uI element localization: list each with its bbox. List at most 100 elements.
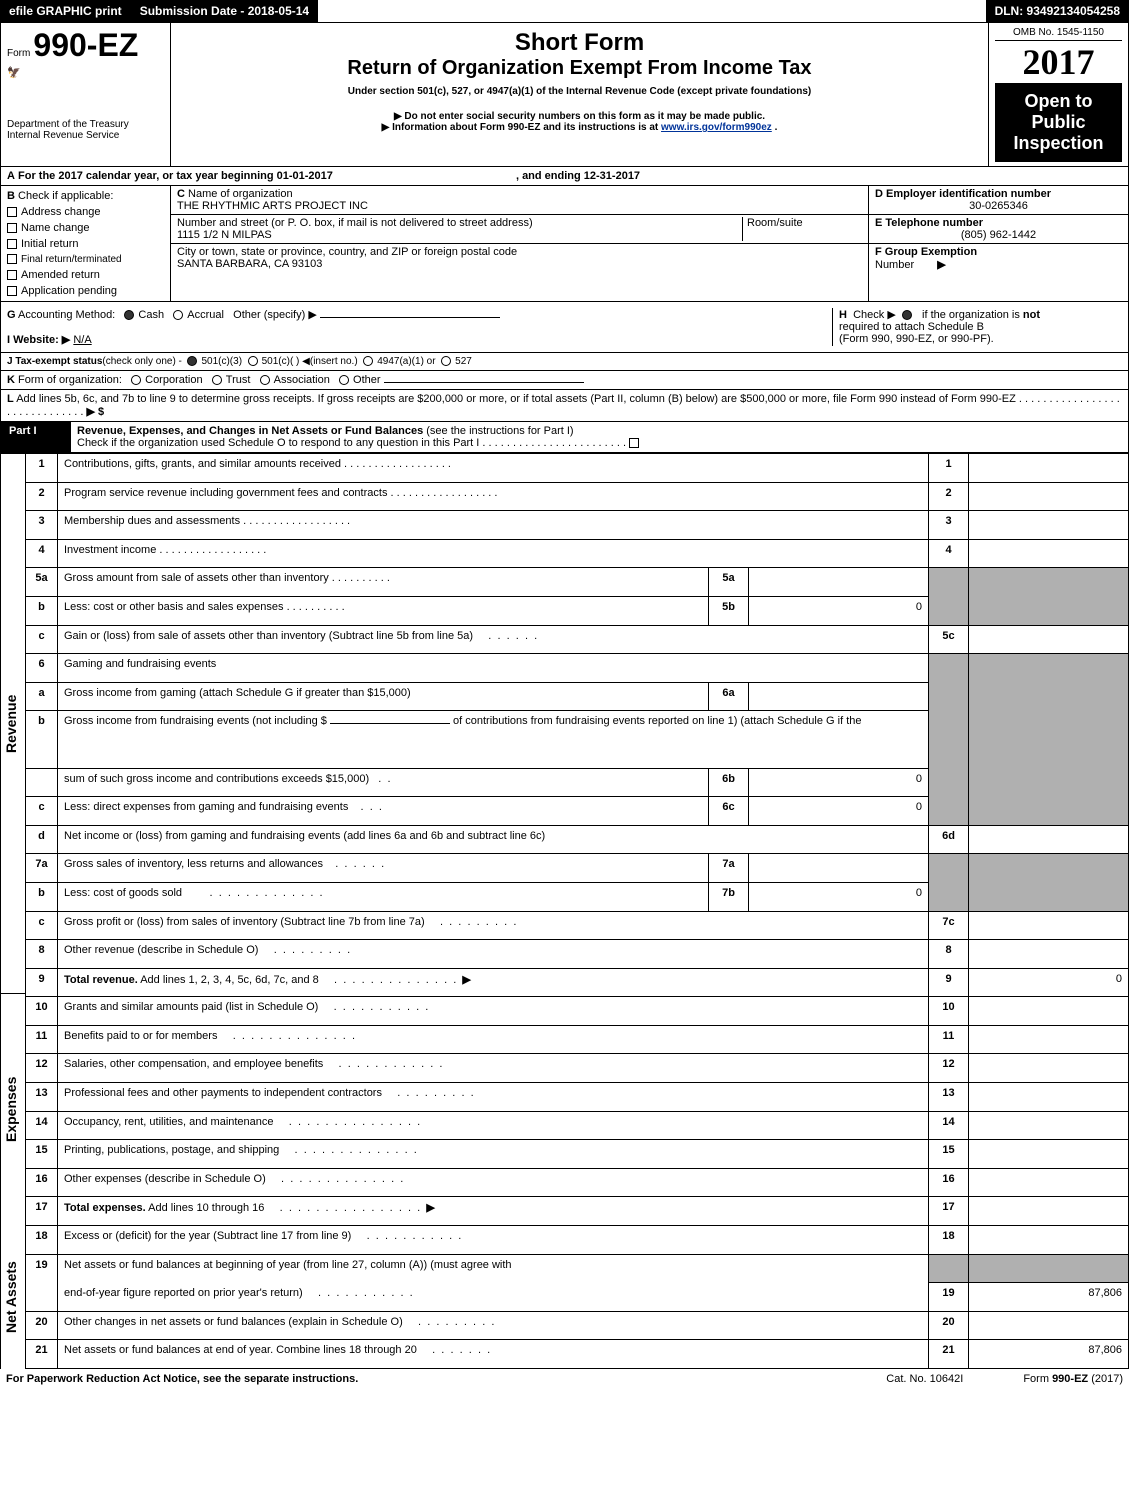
fundraising-amount-input[interactable]: [330, 723, 450, 724]
efile-print-button[interactable]: efile GRAPHIC print: [0, 0, 131, 22]
header-bar: efile GRAPHIC print Submission Date - 20…: [0, 0, 1129, 22]
result-val[interactable]: [969, 482, 1129, 511]
j-paren: (check only one) -: [102, 356, 181, 367]
checkbox-initial-return[interactable]: [7, 239, 17, 249]
part1-label: Part I: [1, 422, 71, 452]
radio-accrual[interactable]: [173, 310, 183, 320]
line-num: 20: [26, 1311, 58, 1340]
line-num: c: [26, 911, 58, 940]
checkbox-application-pending[interactable]: [7, 286, 17, 296]
section-c-address: C Name of organization THE RHYTHMIC ARTS…: [171, 186, 868, 301]
result-num: 16: [929, 1168, 969, 1197]
result-val[interactable]: [969, 940, 1129, 969]
radio-other-org[interactable]: [339, 375, 349, 385]
line-a-label: A: [7, 170, 15, 182]
result-val[interactable]: [969, 1226, 1129, 1255]
checkbox-amended-return[interactable]: [7, 270, 17, 280]
result-val[interactable]: [969, 1025, 1129, 1054]
line-num: 13: [26, 1083, 58, 1112]
lines-table: 1 Contributions, gifts, grants, and simi…: [25, 453, 1129, 1369]
k-label: K: [7, 374, 15, 386]
year-box: OMB No. 1545-1150 2017 Open to Public In…: [988, 23, 1128, 166]
line-num: b: [26, 711, 58, 768]
sub-val[interactable]: 0: [749, 882, 929, 911]
radio-527[interactable]: [441, 356, 451, 366]
result-val[interactable]: [969, 511, 1129, 540]
line-desc: Salaries, other compensation, and employ…: [64, 1058, 323, 1070]
result-num: 15: [929, 1140, 969, 1169]
form-number: 990-EZ: [33, 27, 138, 63]
line-desc: Printing, publications, postage, and shi…: [64, 1144, 279, 1156]
short-form-title: Short Form: [177, 29, 982, 57]
line-num: a: [26, 682, 58, 711]
sub-val[interactable]: [749, 568, 929, 597]
instructions-link[interactable]: www.irs.gov/form990ez: [661, 122, 772, 133]
radio-h-check[interactable]: [902, 310, 912, 320]
result-num: 12: [929, 1054, 969, 1083]
result-val[interactable]: [969, 825, 1129, 854]
line-num: 18: [26, 1226, 58, 1255]
result-val[interactable]: [969, 1168, 1129, 1197]
line-num: 9: [26, 968, 58, 997]
result-val[interactable]: [969, 1311, 1129, 1340]
result-val[interactable]: 87,806: [969, 1340, 1129, 1369]
checkbox-final-return[interactable]: [7, 254, 17, 264]
result-val[interactable]: [969, 1054, 1129, 1083]
other-specify-input[interactable]: [320, 317, 500, 318]
result-val[interactable]: [969, 1083, 1129, 1112]
radio-4947[interactable]: [363, 356, 373, 366]
result-val[interactable]: [969, 1111, 1129, 1140]
checkbox-schedule-o[interactable]: [629, 438, 639, 448]
checkbox-address-change[interactable]: [7, 207, 17, 217]
checkbox-name-change[interactable]: [7, 223, 17, 233]
radio-association[interactable]: [260, 375, 270, 385]
side-label-expenses: Expenses: [1, 993, 25, 1225]
result-val[interactable]: 0: [969, 968, 1129, 997]
result-val[interactable]: [969, 911, 1129, 940]
part1-check-text: Check if the organization used Schedule …: [77, 437, 479, 449]
line-num: 14: [26, 1111, 58, 1140]
table-row: 2 Program service revenue including gove…: [26, 482, 1129, 511]
form-header-grid: Form 990-EZ 🦅 Department of the Treasury…: [0, 22, 1129, 167]
other-org-input[interactable]: [384, 382, 584, 383]
radio-501c3[interactable]: [187, 356, 197, 366]
line-desc: sum of such gross income and contributio…: [64, 773, 369, 785]
sub-val[interactable]: 0: [749, 596, 929, 625]
result-val[interactable]: [969, 997, 1129, 1026]
radio-trust[interactable]: [212, 375, 222, 385]
result-num: 9: [929, 968, 969, 997]
k-text: Form of organization:: [18, 374, 122, 386]
line-desc: Other changes in net assets or fund bala…: [64, 1316, 403, 1328]
note2-prefix: Information about Form 990-EZ and its in…: [392, 122, 661, 133]
table-row: 18 Excess or (deficit) for the year (Sub…: [26, 1226, 1129, 1255]
result-num: 21: [929, 1340, 969, 1369]
sub-val[interactable]: [749, 854, 929, 883]
line-desc: Gaming and fundraising events: [58, 654, 929, 683]
opt-name-change: Name change: [21, 222, 90, 234]
opt-other-org: Other: [353, 374, 381, 386]
line-a-ending: , and ending 12-31-2017: [516, 170, 640, 182]
sub-val[interactable]: 0: [749, 797, 929, 826]
result-val[interactable]: [969, 539, 1129, 568]
radio-501c[interactable]: [248, 356, 258, 366]
sub-val[interactable]: 0: [749, 768, 929, 797]
result-val[interactable]: [969, 1140, 1129, 1169]
l-row: L Add lines 5b, 6c, and 7b to line 9 to …: [0, 390, 1129, 422]
line-num: 17: [26, 1197, 58, 1226]
line-desc: Membership dues and assessments: [64, 515, 350, 527]
sub-val[interactable]: [749, 682, 929, 711]
result-val[interactable]: [969, 1197, 1129, 1226]
result-num: 20: [929, 1311, 969, 1340]
table-row: 15 Printing, publications, postage, and …: [26, 1140, 1129, 1169]
result-val[interactable]: 87,806: [969, 1283, 1129, 1312]
radio-cash[interactable]: [124, 310, 134, 320]
radio-corporation[interactable]: [131, 375, 141, 385]
line-num: 7a: [26, 854, 58, 883]
result-val[interactable]: [969, 625, 1129, 654]
sub-num: 5a: [709, 568, 749, 597]
note-info-link: ▶ Information about Form 990-EZ and its …: [177, 122, 982, 133]
form-number-box: Form 990-EZ 🦅 Department of the Treasury…: [1, 23, 171, 166]
table-row: 12 Salaries, other compensation, and emp…: [26, 1054, 1129, 1083]
line-num: 1: [26, 454, 58, 483]
result-val[interactable]: [969, 454, 1129, 483]
